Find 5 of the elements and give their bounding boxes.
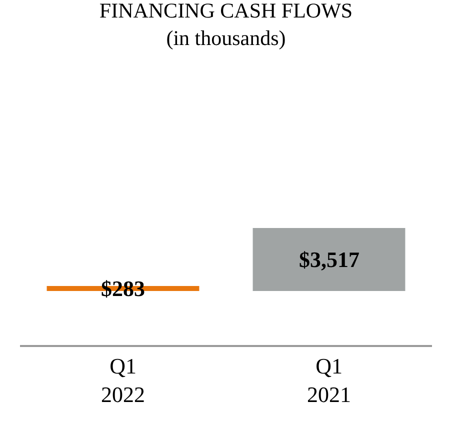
x-tick-label: Q1 2022	[101, 353, 145, 407]
data-label: $3,517	[299, 247, 360, 272]
x-tick-label: Q1 2021	[307, 353, 351, 407]
chart-subtitle: (in thousands)	[166, 26, 286, 50]
chart-title: FINANCING CASH FLOWS	[99, 0, 353, 23]
